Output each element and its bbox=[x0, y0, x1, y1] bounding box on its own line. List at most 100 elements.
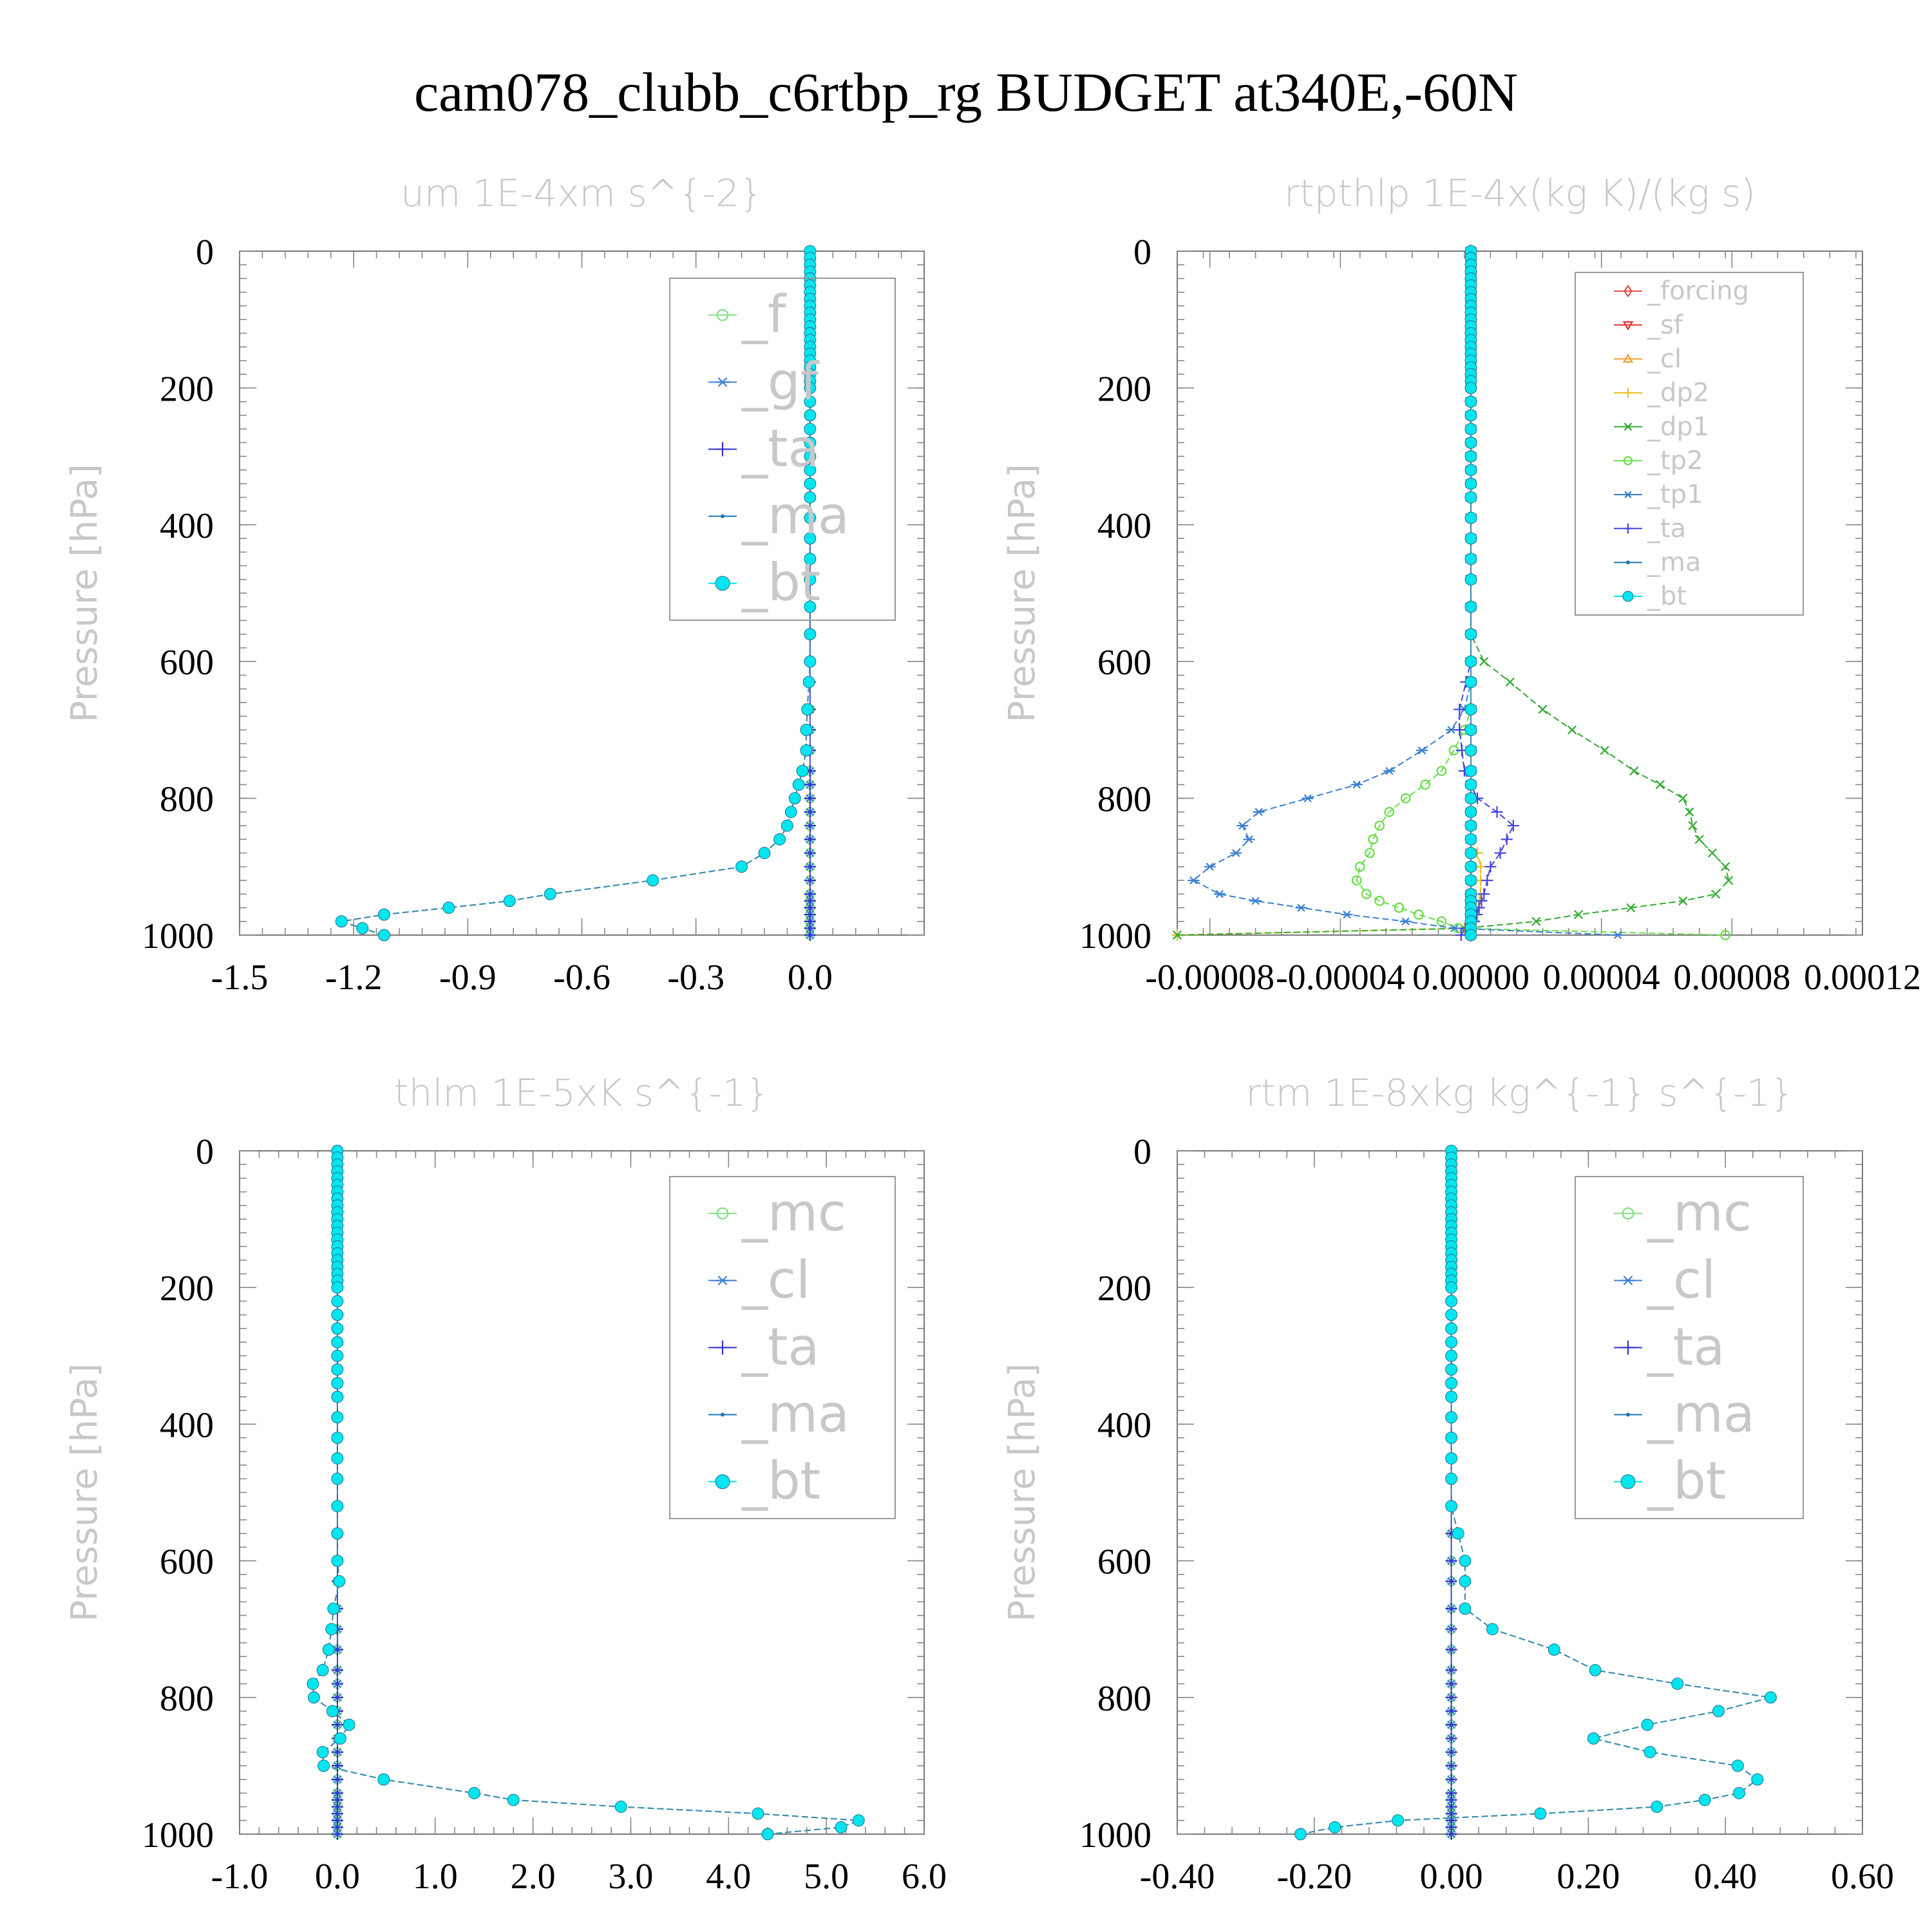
data-point bbox=[804, 875, 816, 887]
legend-label: _bt bbox=[741, 553, 820, 612]
data-point bbox=[1698, 1794, 1711, 1806]
x-tick-label: -0.9 bbox=[439, 958, 497, 998]
legend-marker bbox=[1626, 1412, 1630, 1417]
x-tick-label: 0.40 bbox=[1694, 1857, 1757, 1897]
data-point bbox=[1295, 904, 1307, 912]
data-point bbox=[1464, 860, 1477, 873]
data-point bbox=[804, 491, 817, 504]
y-tick-label: 1000 bbox=[142, 916, 214, 956]
y-tick-label: 800 bbox=[160, 1679, 214, 1719]
data-point bbox=[307, 1691, 320, 1704]
data-point bbox=[317, 1759, 330, 1772]
panel-title: rtpthlp 1E-4x(kg K)/(kg s) bbox=[1284, 171, 1756, 215]
y-tick-label: 1000 bbox=[142, 1815, 214, 1855]
data-point bbox=[331, 1336, 344, 1349]
data-point bbox=[835, 1821, 848, 1833]
data-point bbox=[1365, 848, 1375, 858]
y-tick-label: 600 bbox=[1097, 1542, 1151, 1582]
data-point bbox=[1724, 875, 1734, 886]
data-point bbox=[1445, 1623, 1457, 1635]
data-point bbox=[1445, 1411, 1458, 1424]
data-point bbox=[1445, 1390, 1458, 1403]
data-point bbox=[356, 922, 369, 934]
data-point bbox=[804, 573, 817, 586]
data-point bbox=[1464, 422, 1477, 435]
data-point bbox=[442, 902, 455, 914]
data-point bbox=[804, 553, 817, 565]
data-point bbox=[1589, 1663, 1602, 1676]
y-tick-label: 600 bbox=[160, 643, 214, 683]
data-point bbox=[1464, 744, 1477, 757]
data-point bbox=[647, 874, 659, 887]
data-point bbox=[1464, 573, 1477, 586]
data-point bbox=[1445, 1472, 1458, 1485]
data-point bbox=[1436, 766, 1447, 776]
legend-label: _ma bbox=[741, 486, 849, 545]
data-point bbox=[1612, 931, 1624, 940]
data-point bbox=[331, 1411, 344, 1424]
data-point bbox=[804, 929, 816, 941]
data-point bbox=[804, 806, 816, 818]
data-point bbox=[1464, 703, 1477, 716]
data-point bbox=[503, 895, 516, 907]
data-point bbox=[1629, 766, 1639, 776]
data-point bbox=[331, 1746, 343, 1758]
series-line bbox=[1192, 251, 1618, 936]
data-point bbox=[1486, 1623, 1499, 1636]
x-tick-label: -1.2 bbox=[325, 958, 383, 998]
data-point bbox=[468, 1786, 480, 1799]
data-point bbox=[377, 929, 390, 942]
data-point bbox=[1475, 895, 1488, 907]
data-point bbox=[331, 1349, 344, 1362]
data-point bbox=[1464, 511, 1477, 524]
data-point bbox=[781, 819, 793, 832]
data-point bbox=[1445, 1774, 1457, 1786]
y-tick-label: 800 bbox=[1097, 1679, 1151, 1719]
data-point bbox=[331, 1294, 344, 1307]
data-point bbox=[852, 1814, 865, 1827]
data-point bbox=[1712, 1705, 1725, 1718]
data-point bbox=[1445, 1705, 1457, 1718]
data-point bbox=[1368, 834, 1378, 845]
legend-marker bbox=[1622, 353, 1634, 363]
series-line bbox=[341, 251, 811, 936]
data-point bbox=[1445, 1349, 1458, 1362]
y-tick-label: 800 bbox=[1097, 780, 1151, 820]
legend-marker bbox=[1623, 387, 1633, 398]
data-point bbox=[327, 1602, 340, 1615]
data-point bbox=[1464, 464, 1477, 477]
data-point bbox=[804, 395, 817, 408]
data-point bbox=[307, 1678, 319, 1690]
data-point bbox=[331, 1555, 344, 1567]
data-point bbox=[1445, 1732, 1457, 1745]
data-point bbox=[1392, 1814, 1405, 1827]
data-point bbox=[331, 1363, 344, 1376]
data-point bbox=[1464, 764, 1477, 777]
data-point bbox=[802, 676, 815, 688]
data-point bbox=[1445, 1309, 1458, 1321]
x-tick-label: 5.0 bbox=[804, 1857, 849, 1897]
data-point bbox=[316, 1746, 329, 1759]
legend-label: _gf bbox=[741, 352, 820, 412]
legend-marker bbox=[1622, 321, 1634, 331]
legend-label: _ma bbox=[1647, 1384, 1755, 1444]
legend-label: _cl bbox=[1647, 345, 1681, 374]
data-point bbox=[1464, 778, 1477, 791]
legend-label: _bt bbox=[1647, 1451, 1726, 1511]
y-tick-label: 800 bbox=[160, 780, 214, 820]
legend-label: _cl bbox=[1647, 1250, 1716, 1310]
data-point bbox=[316, 1663, 329, 1676]
legend-marker bbox=[1624, 285, 1633, 298]
chart-panel-1: -1.5 -1.2 -0.9 -0.6 -0.3 0.0 0 200 400 600 800 1000… bbox=[64, 171, 925, 998]
data-point bbox=[1454, 724, 1466, 736]
data-point bbox=[1731, 1759, 1744, 1772]
data-point bbox=[804, 600, 817, 613]
x-tick-label: 3.0 bbox=[608, 1857, 653, 1897]
legend-marker bbox=[721, 514, 724, 518]
data-point bbox=[1384, 806, 1395, 817]
data-point bbox=[1464, 409, 1477, 422]
legend: _mc _cl _ta _ma _bt bbox=[669, 1176, 896, 1519]
x-tick-label: -0.3 bbox=[667, 958, 724, 998]
data-point bbox=[1445, 1643, 1457, 1656]
legend-label: _sf bbox=[1647, 310, 1683, 340]
